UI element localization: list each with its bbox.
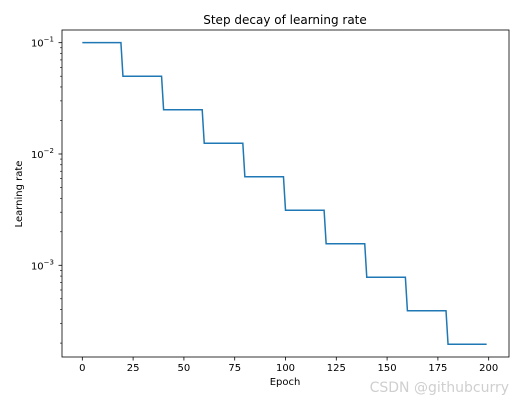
plot-area [82, 41, 487, 345]
y-tick-label: 10−2 [31, 147, 54, 161]
x-tick-label: 175 [428, 363, 447, 374]
watermark: CSDN @githubcurry [370, 380, 509, 396]
series-line [82, 41, 487, 345]
x-tick-label: 75 [228, 363, 241, 374]
x-tick-label: 0 [79, 363, 85, 374]
x-tick-label: 25 [127, 363, 140, 374]
x-tick-label: 200 [479, 363, 498, 374]
x-axis: 0 25 50 75 100 125 150 175 200 [79, 357, 498, 374]
y-axis: 10−1 10−2 10−3 [31, 36, 62, 344]
chart-title: Step decay of learning rate [203, 13, 367, 27]
y-axis-label: Learning rate [14, 161, 25, 228]
x-axis-label: Epoch [270, 377, 301, 388]
y-tick-label: 10−1 [31, 36, 54, 50]
x-tick-label: 100 [276, 363, 295, 374]
x-tick-label: 150 [378, 363, 397, 374]
x-tick-label: 50 [178, 363, 191, 374]
axes-frame [61, 29, 510, 358]
y-tick-label: 10−3 [31, 258, 54, 272]
x-tick-label: 125 [327, 363, 346, 374]
